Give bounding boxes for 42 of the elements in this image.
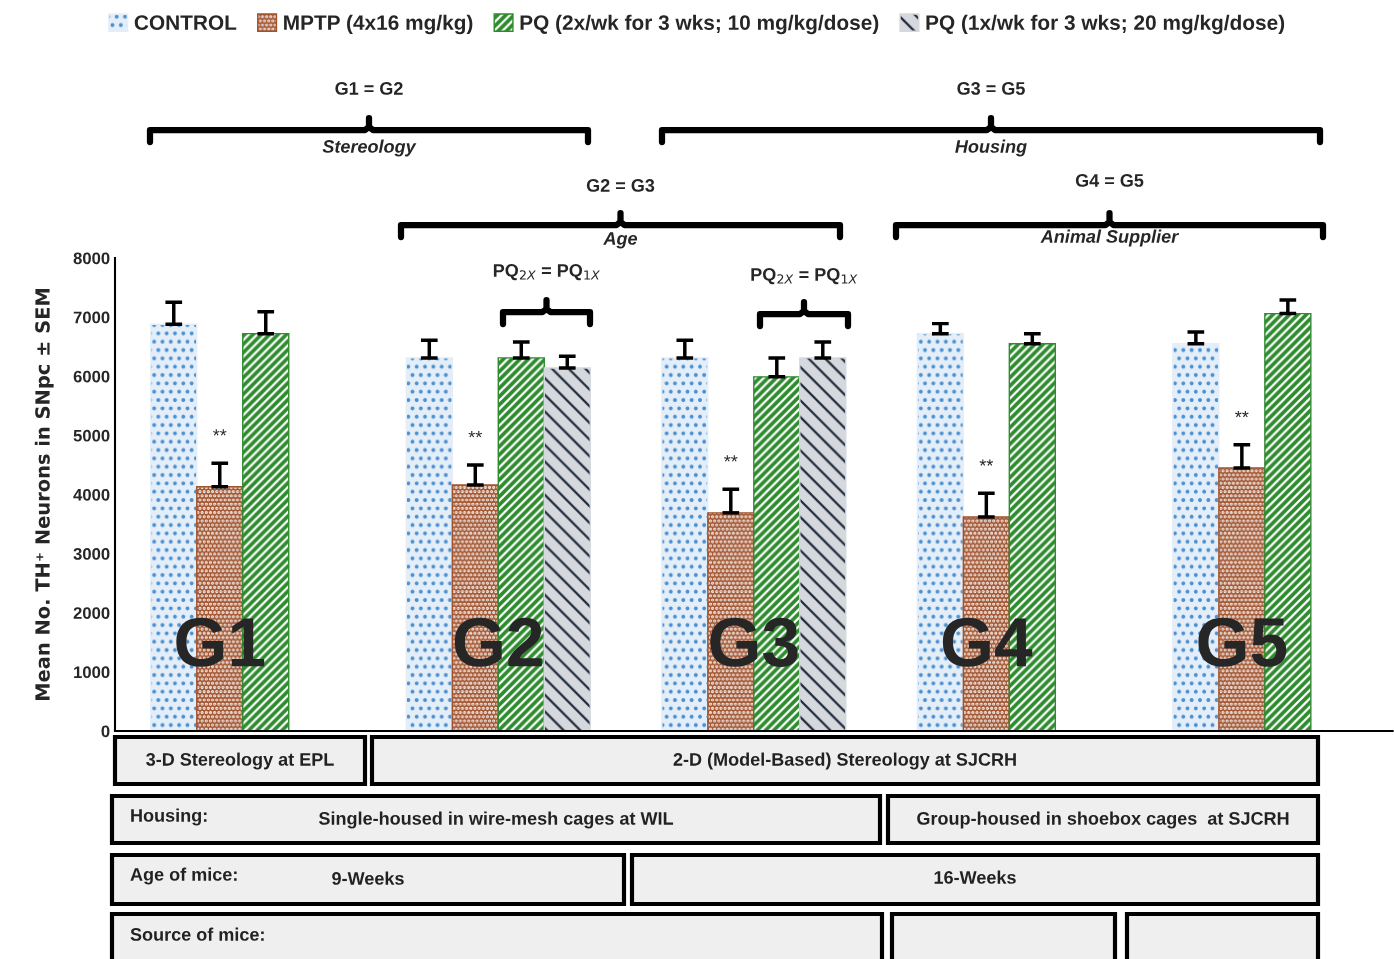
bar — [799, 357, 847, 731]
annotation: ** — [979, 459, 994, 466]
text: 9-Weeks — [332, 871, 404, 885]
text: Animal Supplier — [1040, 229, 1180, 247]
y-axis-title: Mean No. TH⁺ Neurons in SNpc ± SEM — [34, 289, 54, 700]
legend-label: CONTROL — [134, 15, 237, 30]
y-tick-label: 8000 — [73, 252, 110, 265]
text: 16-Weeks — [934, 870, 1016, 884]
text: Group-housed in shoebox cages at SJCRH — [917, 811, 1289, 829]
text: Housing: — [131, 808, 207, 826]
text: G2 = G3 — [586, 179, 655, 192]
text: 3-D Stereology at EPL — [146, 752, 334, 770]
legend-label: MPTP (4x16 mg/kg) — [284, 14, 473, 35]
text: Housing — [955, 139, 1027, 157]
annotation: ** — [213, 429, 227, 436]
text: 2-D (Model-Based) Stereology at SJCRH — [673, 752, 1016, 770]
bar — [405, 357, 453, 731]
annotation: ** — [724, 455, 738, 462]
legend-label: PQ (2x/wk for 3 wks; 10 mg/kg/dose) — [520, 14, 879, 35]
legend-label: PQ (1x/wk for 3 wks; 20 mg/kg/dose) — [926, 14, 1285, 35]
y-tick-label: 6000 — [73, 370, 110, 383]
y-tick-label: 3000 — [73, 548, 110, 560]
text: Age — [603, 232, 638, 249]
bar — [661, 357, 709, 731]
text: G1 = G2 — [335, 82, 403, 95]
bar — [543, 367, 591, 731]
text: G4 = G5 — [1075, 174, 1144, 187]
annotation: PQ$_{2X}$ = PQ$_{1X}$ — [751, 268, 858, 285]
source-note: Source of mice: — [130, 927, 264, 941]
y-tick-label: 2000 — [73, 607, 110, 619]
y-tick-label: 0 — [101, 725, 110, 738]
y-tick-label: 7000 — [73, 311, 110, 324]
text: Age of mice: — [130, 867, 237, 885]
text: Stereology — [322, 139, 417, 157]
y-tick-label: 1000 — [74, 666, 110, 679]
annotation: ** — [468, 431, 483, 438]
text: G3 = G5 — [957, 82, 1025, 95]
text: Single-housed in wire-mesh cages at WIL — [318, 811, 674, 829]
y-tick-label: 4000 — [73, 488, 110, 501]
annotation: ** — [1235, 410, 1249, 418]
annotation: PQ$_{2X}$ = PQ$_{1X}$ — [493, 264, 600, 281]
y-tick-label: 5000 — [73, 429, 110, 442]
